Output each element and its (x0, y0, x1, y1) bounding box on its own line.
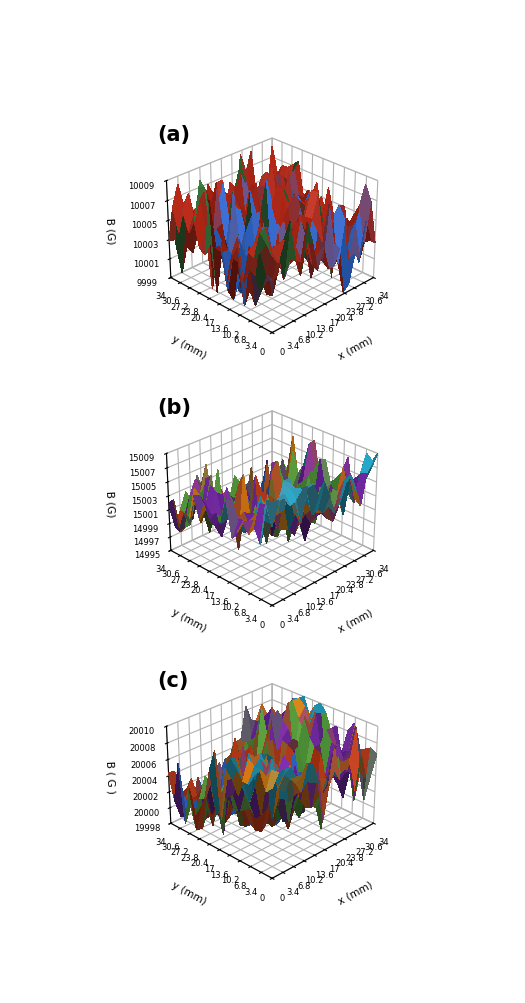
X-axis label: x (mm): x (mm) (336, 880, 374, 906)
Y-axis label: y (mm): y (mm) (170, 607, 208, 633)
X-axis label: x (mm): x (mm) (336, 607, 374, 633)
Y-axis label: y (mm): y (mm) (170, 334, 208, 361)
Text: (a): (a) (158, 125, 191, 144)
Text: (c): (c) (158, 670, 189, 690)
X-axis label: x (mm): x (mm) (336, 334, 374, 361)
Text: (b): (b) (158, 397, 192, 417)
Y-axis label: y (mm): y (mm) (170, 880, 208, 906)
